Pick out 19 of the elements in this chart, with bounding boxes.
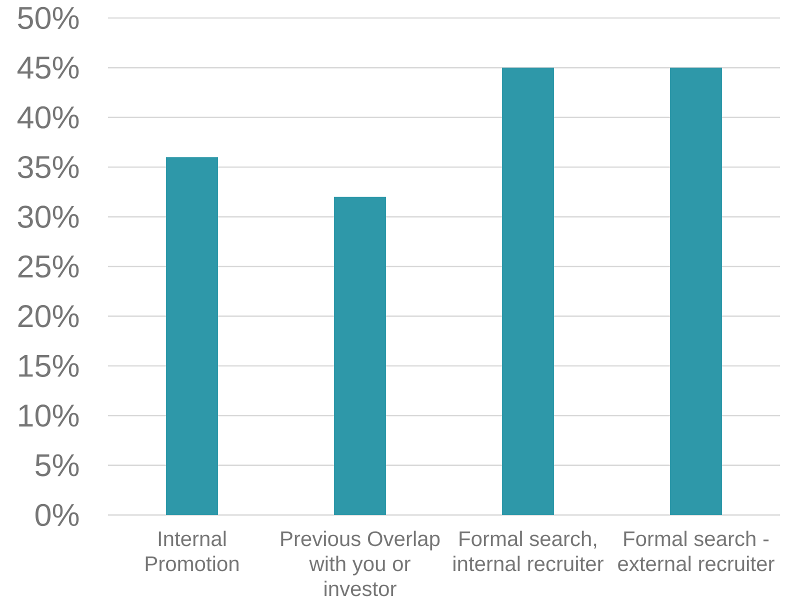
y-tick-label: 50% xyxy=(18,6,79,30)
y-tick-label: 20% xyxy=(18,305,79,328)
bar xyxy=(502,68,554,515)
y-tick-label: 5% xyxy=(36,454,79,476)
y-tick-label: 25% xyxy=(18,255,79,278)
y-tick-label: 0% xyxy=(36,504,79,526)
y-tick-label: 30% xyxy=(18,206,79,228)
bar xyxy=(334,196,386,515)
x-tick-label: Formal search, internal recruiter xyxy=(454,530,604,572)
y-tick-label: 15% xyxy=(19,354,79,377)
y-tick-label: 45% xyxy=(17,56,79,79)
x-tick-label: Internal Promotion xyxy=(146,530,238,572)
x-tick-label: Previous Overlap with you or investor xyxy=(281,530,440,596)
x-tick-label: Formal search - external recruiter xyxy=(618,530,774,572)
bar xyxy=(670,68,722,515)
y-tick-label: 10% xyxy=(19,404,79,427)
y-tick-label: 40% xyxy=(17,106,79,129)
y-tick-label: 35% xyxy=(18,156,79,178)
bar xyxy=(166,157,218,515)
